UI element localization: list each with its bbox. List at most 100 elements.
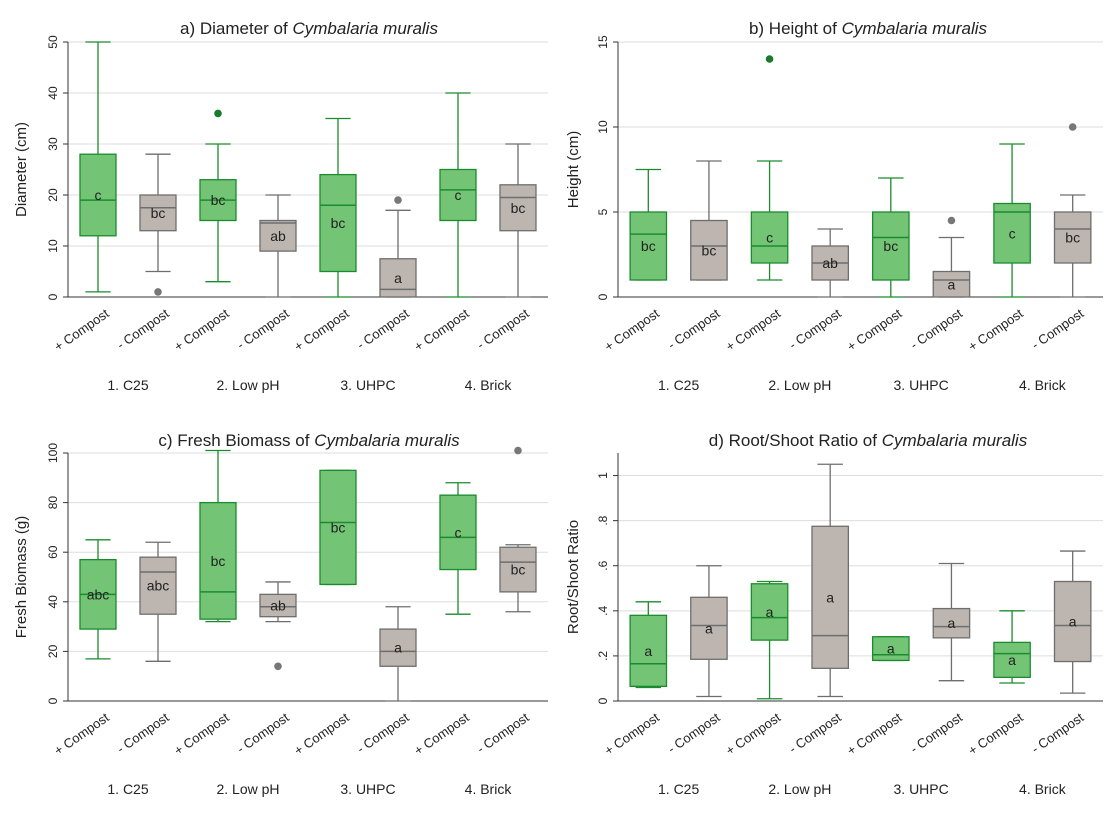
y-tick-label: 1	[596, 472, 610, 479]
x-category-label: - Compost	[354, 709, 412, 756]
x-group-label: 4. Brick	[465, 781, 513, 797]
box-iqr	[932, 607, 971, 639]
significance-letter: a	[1008, 652, 1016, 668]
x-category-label: + Compost	[291, 305, 352, 354]
outlier-point	[765, 55, 774, 63]
significance-letter: a	[705, 620, 713, 636]
box-iqr	[871, 211, 910, 281]
box-plus-compost: a	[629, 601, 668, 689]
significance-letter: a	[948, 276, 956, 292]
chart-title: b) Height of Cymbalaria muralis	[749, 19, 988, 38]
box-iqr	[629, 614, 668, 687]
box-iqr	[379, 628, 417, 667]
box-iqr	[439, 168, 477, 222]
x-category-label: - Compost	[114, 709, 172, 756]
outlier-point	[514, 446, 522, 455]
box-plus-compost: c	[993, 143, 1031, 298]
significance-letter: c	[95, 187, 102, 203]
x-group-label: 4. Brick	[1019, 781, 1067, 797]
chart-title-prefix: c) Fresh Biomass of	[158, 431, 314, 450]
x-group-label: 2. Low pH	[216, 781, 279, 797]
box-minus-compost: a	[932, 562, 971, 682]
significance-letter: a	[948, 615, 956, 631]
box-iqr	[199, 501, 237, 620]
x-category-label: - Compost	[234, 709, 292, 756]
x-category-label: - Compost	[234, 305, 292, 352]
box-minus-compost: bc	[499, 143, 537, 298]
y-tick-label: 20	[46, 188, 60, 202]
box-plus-compost: bc	[319, 469, 357, 586]
box-minus-compost: ab	[259, 194, 297, 298]
box-iqr	[259, 593, 297, 618]
box-iqr	[932, 270, 971, 298]
box-plus-compost: a	[993, 610, 1031, 684]
chart-title-species: Cymbalaria muralis	[842, 19, 988, 38]
box-iqr	[139, 194, 177, 232]
y-tick-label: 40	[46, 595, 60, 609]
box-iqr	[629, 211, 668, 281]
box-iqr	[319, 469, 357, 586]
significance-letter: bc	[211, 553, 226, 569]
box-iqr	[439, 494, 477, 571]
box-iqr	[993, 641, 1031, 678]
significance-letter: ab	[270, 228, 286, 244]
x-category-label: + Compost	[965, 709, 1026, 758]
significance-letter: bc	[151, 205, 166, 221]
box-minus-compost: bc	[1053, 123, 1092, 298]
y-tick-label: .2	[596, 651, 610, 661]
chart-title-species: Cymbalaria muralis	[314, 431, 460, 450]
y-tick-label: 50	[46, 35, 60, 49]
box-plus-compost: c	[439, 92, 477, 298]
outlier-point	[274, 662, 282, 671]
panel-4: d) Root/Shoot Ratio of Cymbalaria murali…	[565, 431, 1103, 797]
x-group-label: 4. Brick	[465, 377, 513, 393]
significance-letter: bc	[331, 215, 346, 231]
box-iqr	[499, 546, 537, 593]
panel-1: a) Diameter of Cymbalaria muralis 0 10 20 30…	[13, 19, 548, 393]
x-group-label: 3. UHPC	[894, 377, 949, 393]
box-iqr	[1053, 211, 1092, 264]
x-category-label: + Compost	[602, 709, 663, 758]
box-minus-compost: bc	[139, 153, 177, 296]
significance-letter: bc	[702, 242, 717, 258]
chart-title: c) Fresh Biomass of Cymbalaria muralis	[158, 431, 460, 450]
y-tick-label: 0	[596, 293, 610, 300]
x-group-label: 1. C25	[107, 781, 148, 797]
y-tick-label: 60	[46, 545, 60, 559]
chart-title-prefix: a) Diameter of	[180, 19, 292, 38]
significance-letter: a	[394, 270, 402, 286]
significance-letter: bc	[641, 238, 656, 254]
y-tick-label: 20	[46, 644, 60, 658]
y-tick-label: 0	[46, 293, 60, 300]
box-iqr	[319, 173, 357, 273]
outlier-point	[394, 196, 402, 204]
box-iqr	[811, 525, 850, 669]
x-category-label: + Compost	[171, 709, 232, 758]
x-category-label: + Compost	[723, 709, 784, 758]
y-tick-label: 80	[46, 496, 60, 510]
box-iqr	[993, 202, 1031, 264]
y-axis-label: Root/Shoot Ratio	[565, 520, 582, 634]
x-category-label: - Compost	[474, 305, 532, 352]
x-category-label: + Compost	[844, 709, 905, 758]
box-minus-compost: abc	[139, 541, 177, 662]
x-group-label: 4. Brick	[1019, 377, 1067, 393]
x-group-label: 3. UHPC	[340, 781, 395, 797]
box-minus-compost: a	[379, 606, 417, 702]
significance-letter: c	[766, 230, 773, 246]
box-plus-compost: a	[871, 636, 910, 662]
y-tick-label: 0	[596, 697, 610, 704]
box-plus-compost: bc	[871, 177, 910, 298]
x-group-label: 2. Low pH	[768, 781, 831, 797]
outlier-point	[214, 109, 222, 118]
box-plus-compost: c	[439, 482, 477, 615]
x-group-label: 1. C25	[107, 377, 148, 393]
significance-letter: c	[455, 187, 462, 203]
x-category-label: - Compost	[786, 305, 844, 352]
box-minus-compost: a	[1053, 550, 1092, 694]
x-category-label: + Compost	[51, 709, 112, 758]
significance-letter: bc	[211, 192, 226, 208]
x-category-label: - Compost	[1029, 305, 1087, 352]
box-plus-compost: c	[79, 41, 117, 293]
